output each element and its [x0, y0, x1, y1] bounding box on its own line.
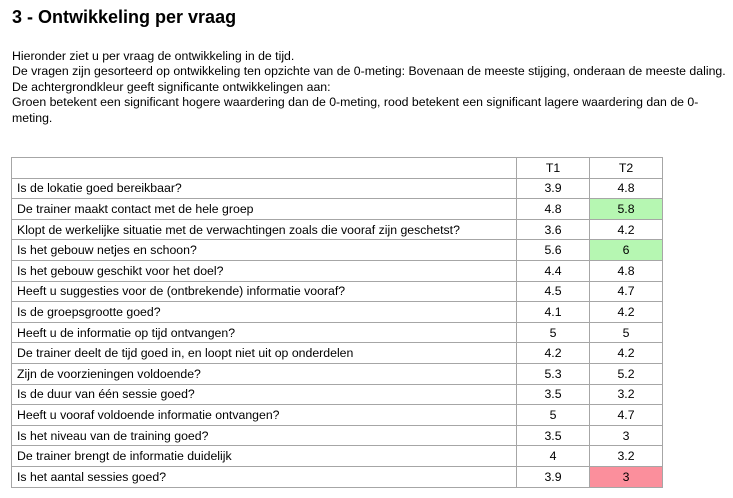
t1-cell: 5.6	[516, 239, 590, 261]
intro-text: Hieronder ziet u per vraag de ontwikkeli…	[12, 49, 727, 126]
t1-cell: 3.9	[516, 177, 590, 200]
t1-cell: 5	[516, 404, 590, 426]
table-header-row: T1 T2	[11, 157, 663, 179]
t1-cell: 5	[516, 321, 590, 344]
question-cell: Is de lokatie goed bereikbaar?	[11, 177, 517, 200]
question-cell: Is de groepsgrootte goed?	[11, 301, 517, 323]
t2-cell: 4.7	[589, 404, 663, 426]
table-row: Heeft u suggesties voor de (ontbrekende)…	[11, 280, 663, 303]
t2-cell: 4.8	[589, 177, 663, 200]
t2-cell: 3.2	[589, 445, 663, 467]
t1-cell: 3.9	[516, 465, 590, 488]
question-cell: De trainer maakt contact met de hele gro…	[11, 198, 517, 220]
t1-cell: 3.5	[516, 383, 590, 406]
table-row: Heeft u de informatie op tijd ontvangen?…	[11, 321, 663, 344]
question-cell: Is het aantal sessies goed?	[11, 465, 517, 488]
t2-cell: 4.2	[589, 342, 663, 364]
results-table: T1 T2 Is de lokatie goed bereikbaar? 3.9 4…	[11, 157, 663, 488]
t2-cell: 5.2	[589, 362, 663, 385]
table-row: Zijn de voorzieningen voldoende? 5.3 5.2	[11, 362, 663, 385]
intro-line: Groen betekent een significant hogere wa…	[12, 95, 699, 125]
intro-line: Hieronder ziet u per vraag de ontwikkeli…	[12, 49, 295, 63]
t1-cell: 4	[516, 445, 590, 467]
question-cell: Is het niveau van de training goed?	[11, 424, 517, 447]
table-row: Is de groepsgrootte goed? 4.1 4.2	[11, 301, 663, 323]
question-cell: Heeft u de informatie op tijd ontvangen?	[11, 321, 517, 344]
t2-cell: 3	[589, 424, 663, 447]
t2-cell: 5	[589, 321, 663, 344]
question-cell: Heeft u suggesties voor de (ontbrekende)…	[11, 280, 517, 303]
table-row: Is het niveau van de training goed? 3.5 3	[11, 424, 663, 447]
question-cell: Is het gebouw netjes en schoon?	[11, 239, 517, 261]
t2-cell-significant-higher: 6	[589, 239, 663, 261]
table-row: Is het gebouw netjes en schoon? 5.6 6	[11, 239, 663, 261]
t1-cell: 4.4	[516, 259, 590, 282]
table-row: Is het gebouw geschikt voor het doel? 4.4…	[11, 259, 663, 282]
question-cell: De trainer brengt de informatie duidelij…	[11, 445, 517, 467]
table-row: Is het aantal sessies goed? 3.9 3	[11, 465, 663, 488]
intro-line: De vragen zijn gesorteerd op ontwikkelin…	[12, 64, 726, 79]
t2-cell-significant-lower: 3	[589, 465, 663, 488]
table-row: De trainer brengt de informatie duidelij…	[11, 445, 663, 467]
question-cell: Heeft u vooraf voldoende informatie ontv…	[11, 404, 517, 426]
table-row: Is de lokatie goed bereikbaar? 3.9 4.8	[11, 177, 663, 200]
table-row: Klopt de werkelijke situatie met de verw…	[11, 218, 663, 241]
t1-cell: 4.5	[516, 280, 590, 303]
t1-cell: 3.5	[516, 424, 590, 447]
t2-cell: 4.2	[589, 301, 663, 323]
intro-line: De achtergrondkleur geeft significante o…	[12, 79, 331, 94]
t1-cell: 5.3	[516, 362, 590, 385]
question-cell: Is het gebouw geschikt voor het doel?	[11, 259, 517, 282]
table-row: De trainer deelt de tijd goed in, en loo…	[11, 342, 663, 364]
t2-cell: 3.2	[589, 383, 663, 406]
t2-cell: 4.7	[589, 280, 663, 303]
question-cell: Zijn de voorzieningen voldoende?	[11, 362, 517, 385]
header-t2: T2	[589, 157, 663, 179]
t1-cell: 4.1	[516, 301, 590, 323]
t1-cell: 4.8	[516, 198, 590, 220]
question-cell: Is de duur van één sessie goed?	[11, 383, 517, 406]
table-row: Is de duur van één sessie goed? 3.5 3.2	[11, 383, 663, 406]
t2-cell: 4.2	[589, 218, 663, 241]
t1-cell: 3.6	[516, 218, 590, 241]
t1-cell: 4.2	[516, 342, 590, 364]
header-question	[11, 157, 517, 179]
header-t1: T1	[516, 157, 590, 179]
table-row: Heeft u vooraf voldoende informatie ontv…	[11, 404, 663, 426]
question-cell: De trainer deelt de tijd goed in, en loo…	[11, 342, 517, 364]
t2-cell: 4.8	[589, 259, 663, 282]
page-title: 3 - Ontwikkeling per vraag	[12, 7, 237, 27]
question-cell: Klopt de werkelijke situatie met de verw…	[11, 218, 517, 241]
t2-cell-significant-higher: 5.8	[589, 198, 663, 220]
table-row: De trainer maakt contact met de hele gro…	[11, 198, 663, 220]
